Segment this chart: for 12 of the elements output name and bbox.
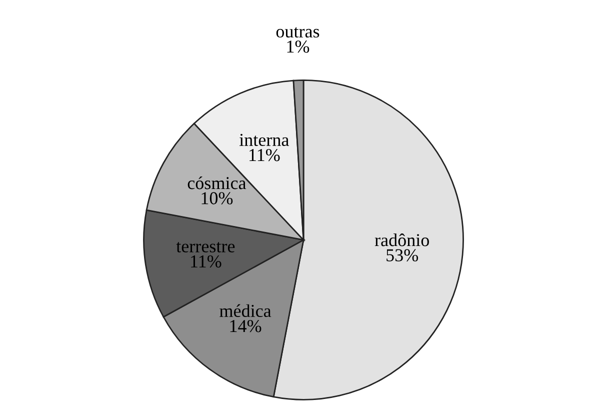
- data-label: 14%: [230, 320, 262, 332]
- slice-label: interna: [239, 134, 289, 146]
- data-label: 53%: [386, 249, 418, 262]
- data-label: 10%: [202, 192, 233, 204]
- slice-label: cósmica: [188, 176, 246, 190]
- data-label: 1%: [287, 40, 310, 53]
- data-label: 11%: [250, 148, 280, 162]
- slice-label: terrestre: [176, 242, 235, 252]
- slice-label: outras: [276, 27, 320, 38]
- data-label: 11%: [191, 255, 222, 268]
- slice-label: radônio: [374, 233, 429, 246]
- slice-label: médica: [220, 304, 272, 318]
